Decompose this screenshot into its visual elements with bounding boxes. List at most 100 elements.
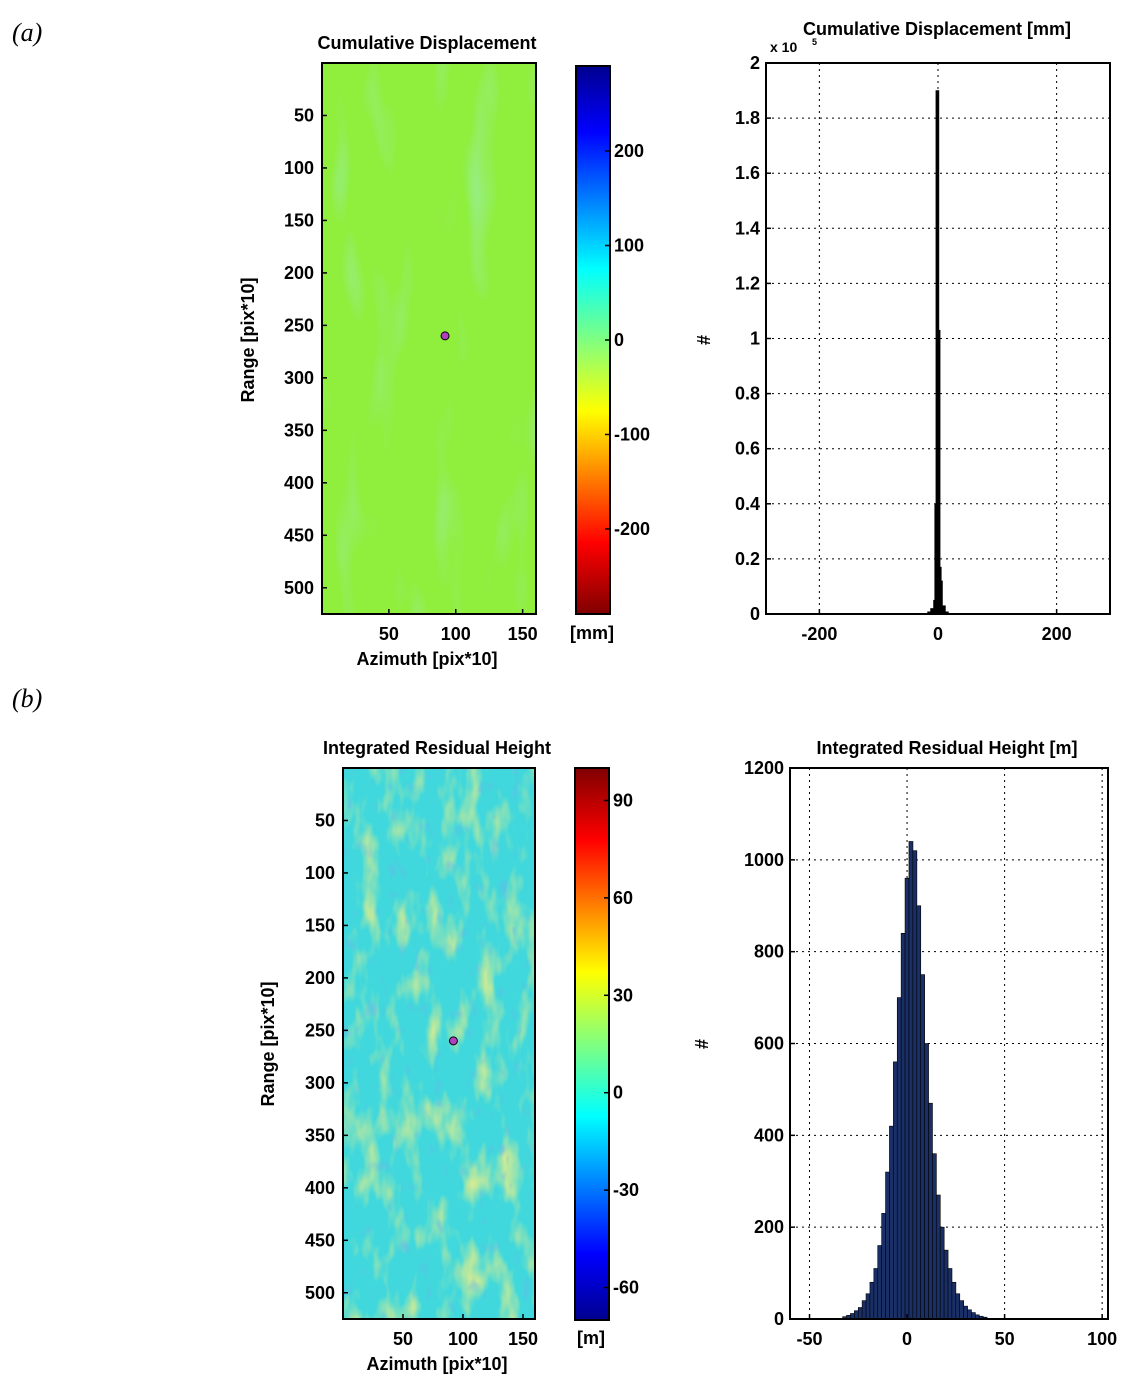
map-b-texture-cool — [343, 768, 535, 1319]
hist-a-xtick-label: 0 — [933, 624, 943, 644]
map-b-ytick-label: 300 — [305, 1073, 335, 1093]
hist-b-bar — [900, 932, 906, 1320]
map-a-xtick-label: 50 — [379, 624, 399, 644]
hist-a-exponent: x 10 — [770, 39, 797, 55]
map-b-ytick-label: 250 — [305, 1020, 335, 1040]
map-a-xlabel: Azimuth [pix*10] — [356, 649, 497, 669]
colorbar-b: 90 60 30 0 -30 -60 [m] — [574, 767, 639, 1348]
map-a-ytick-label: 250 — [284, 315, 314, 335]
hist-a-xtick-label: 200 — [1042, 624, 1072, 644]
colorbar-a-tick-label: -100 — [614, 424, 650, 444]
map-a-xtick-label: 100 — [441, 624, 471, 644]
map-a-frame — [321, 62, 537, 615]
hist-a-bar — [942, 605, 946, 615]
colorbar-a-tick-label: 0 — [614, 330, 624, 350]
map-b-ytick-label: 500 — [305, 1283, 335, 1303]
colorbar-b-unit: [m] — [577, 1328, 605, 1348]
map-a-ytick-label: 100 — [284, 158, 314, 178]
hist-b-bar — [943, 1249, 949, 1320]
hist-b-xtick-label: 100 — [1087, 1329, 1117, 1349]
hist-b-bar — [928, 1102, 933, 1320]
hist-b-bar — [854, 1310, 859, 1320]
map-a-ytick-label: 450 — [284, 525, 314, 545]
hist-b-bar — [920, 974, 925, 1320]
hist-b-ytick-label: 400 — [754, 1125, 784, 1145]
colorbar-a-unit: [mm] — [570, 623, 614, 643]
map-b-ytick-label: 450 — [305, 1230, 335, 1250]
hist-b-bar — [893, 1061, 898, 1320]
map-a-ytick-label: 150 — [284, 210, 314, 230]
map-a-texture — [322, 63, 536, 614]
colorbar-b-tick-label: -60 — [613, 1278, 639, 1298]
hist-b-xtick-label: 50 — [995, 1329, 1015, 1349]
colorbar-a: 200 100 0 -100 -200 [mm] — [570, 65, 650, 643]
hist-a-ytick-label: 0.8 — [735, 384, 760, 404]
hist-b-ytick-label: 600 — [754, 1034, 784, 1054]
hist-a-ytick-label: 0.4 — [735, 494, 760, 514]
hist-a-ylabel: # — [694, 335, 714, 345]
colorbar-b-tick-label: 0 — [613, 1083, 623, 1103]
map-b-xtick-label: 50 — [393, 1329, 413, 1349]
map-b-xtick-label: 150 — [508, 1329, 538, 1349]
hist-b-xtick-label: -50 — [797, 1329, 823, 1349]
hist-b: Integrated Residual Height [m] 0 200 400 60… — [692, 738, 1117, 1349]
colorbar-b-tick-label: 90 — [613, 790, 633, 810]
map-a: Cumulative Displacement 50 100 150 200 250 30… — [238, 33, 538, 669]
hist-b-ytick-label: 200 — [754, 1217, 784, 1237]
colorbar-b-tick-label: 60 — [613, 888, 633, 908]
hist-b-bar — [881, 1213, 886, 1320]
map-b-xtick-label: 100 — [448, 1329, 478, 1349]
hist-b-ylabel: # — [692, 1039, 712, 1049]
map-a-ytick-label: 300 — [284, 368, 314, 388]
map-b-reference-marker — [448, 1036, 458, 1046]
map-a-ylabel: Range [pix*10] — [238, 277, 258, 402]
map-b-ytick-label: 350 — [305, 1125, 335, 1145]
hist-b-bar — [869, 1281, 875, 1320]
hist-a-ytick-label: 0.2 — [735, 549, 760, 569]
hist-a-ytick-label: 0 — [750, 604, 760, 624]
hist-b-bar — [885, 1171, 890, 1320]
hist-b-ytick-label: 1000 — [744, 850, 784, 870]
hist-b-bar — [889, 1125, 894, 1320]
map-b-ytick-label: 150 — [305, 915, 335, 935]
colorbar-a-tick-label: 100 — [614, 236, 644, 256]
map-a-ytick-label: 350 — [284, 420, 314, 440]
map-b-ytick-label: 200 — [305, 968, 335, 988]
map-b-ytick-label: 100 — [305, 863, 335, 883]
map-b-title: Integrated Residual Height — [323, 738, 551, 758]
hist-a-xtick-label: -200 — [801, 624, 837, 644]
hist-b-ytick-label: 0 — [774, 1309, 784, 1329]
map-a-ytick-label: 500 — [284, 578, 314, 598]
hist-b-bar — [959, 1300, 964, 1320]
hist-b-bar — [896, 997, 902, 1320]
map-a-ytick-label: 200 — [284, 263, 314, 283]
map-b-ytick-label: 400 — [305, 1178, 335, 1198]
map-a-ytick-label: 400 — [284, 473, 314, 493]
colorbar-a-tick-label: -200 — [614, 519, 650, 539]
map-a-title: Cumulative Displacement — [317, 33, 536, 53]
map-b-ytick-label: 50 — [315, 810, 335, 830]
hist-b-bar — [861, 1300, 867, 1320]
hist-b-xtick-label: 0 — [902, 1329, 912, 1349]
hist-b-bar — [932, 1153, 937, 1320]
hist-a-bar — [939, 580, 943, 615]
map-b-xlabel: Azimuth [pix*10] — [366, 1354, 507, 1374]
colorbar-a-tick-label: 200 — [614, 141, 644, 161]
panel-label-b: (b) — [12, 684, 43, 713]
hist-a-ytick-label: 0.6 — [735, 439, 760, 459]
hist-a-ytick-label: 1.8 — [735, 108, 760, 128]
hist-b-bar — [967, 1309, 972, 1320]
hist-a-exponent-power: 5 — [812, 37, 817, 47]
hist-b-bar — [877, 1245, 883, 1320]
colorbar-b-tick-label: -30 — [613, 1180, 639, 1200]
map-b-ylabel: Range [pix*10] — [258, 981, 278, 1106]
colorbar-b-tick-label: 30 — [613, 985, 633, 1005]
hist-b-bar — [955, 1293, 961, 1320]
hist-b-bar — [908, 841, 914, 1320]
hist-a-ytick-label: 2 — [750, 53, 760, 73]
hist-b-bar — [963, 1305, 968, 1320]
hist-a-ytick-label: 1.4 — [735, 218, 760, 238]
colorbar-a-gradient — [575, 65, 611, 615]
hist-b-bar — [912, 850, 918, 1320]
